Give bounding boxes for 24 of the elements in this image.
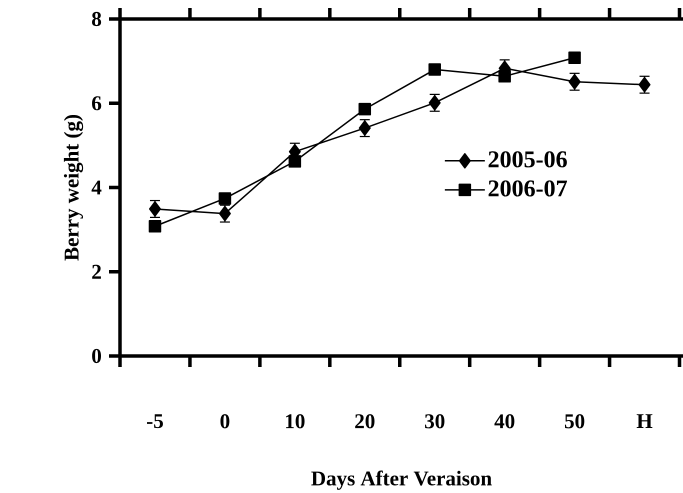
x-axis-title: Days After Veraison [311, 470, 492, 490]
y-tick-label: 2 [92, 264, 101, 279]
point [218, 192, 232, 205]
point [568, 52, 581, 64]
y-axis-title: Berry weight (g) [64, 114, 84, 261]
point [428, 63, 441, 76]
y-tick-label: 6 [92, 96, 102, 110]
x-tick-label: H [636, 414, 652, 428]
x-tick-label: 20 [355, 414, 374, 428]
x-tick-label: 40 [494, 414, 514, 428]
x-tick-label: 10 [286, 414, 305, 428]
x-tick-label: 30 [425, 414, 444, 428]
point [148, 220, 162, 232]
x-tick-label: 0 [220, 414, 230, 428]
legend-label: 2005-06 [488, 151, 567, 168]
x-tick-label: -5 [146, 414, 163, 428]
y-tick-label: 4 [92, 180, 102, 194]
point [498, 70, 511, 83]
y-tick-label: 8 [92, 12, 102, 26]
point [288, 155, 302, 168]
x-tick-label: 50 [564, 414, 584, 428]
y-tick-label: 0 [92, 348, 102, 364]
point [358, 102, 372, 116]
legend-label: 2006-07 [488, 180, 568, 197]
